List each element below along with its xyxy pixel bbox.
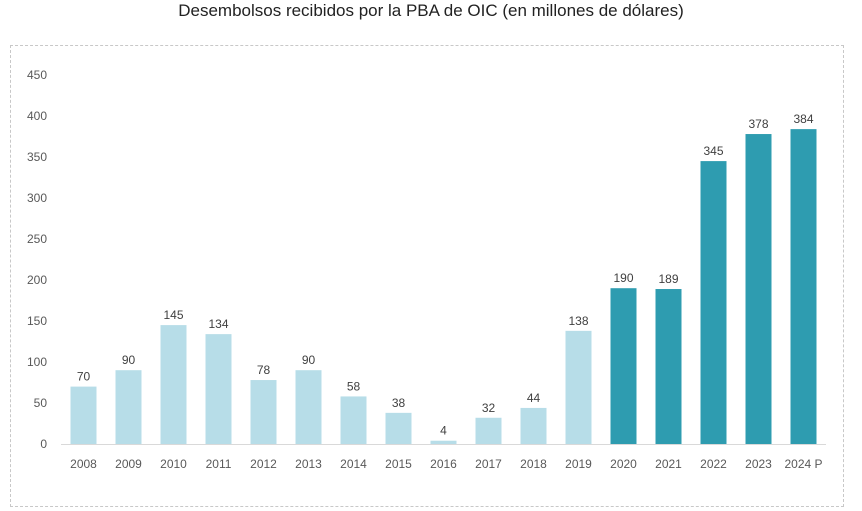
data-label: 78	[257, 363, 271, 377]
y-tick-label: 200	[27, 273, 47, 287]
bar-2020	[610, 288, 637, 444]
x-tick-label: 2013	[295, 457, 322, 471]
chart-frame	[10, 45, 844, 507]
data-label: 190	[613, 271, 633, 285]
bar-2018	[520, 407, 547, 444]
x-tick-label: 2019	[565, 457, 592, 471]
x-tick-label: 2020	[610, 457, 637, 471]
data-label: 145	[163, 308, 183, 322]
y-tick-label: 300	[27, 191, 47, 205]
data-label: 44	[527, 391, 541, 405]
x-tick-label: 2011	[206, 457, 232, 471]
data-label: 90	[302, 353, 316, 367]
x-tick-label: 2021	[655, 457, 682, 471]
data-label: 384	[793, 112, 813, 126]
bar-2014	[340, 396, 367, 444]
y-tick-label: 350	[27, 150, 47, 164]
bar-2008	[70, 386, 97, 444]
x-tick-label: 2009	[115, 457, 142, 471]
y-tick-label: 450	[27, 68, 47, 82]
x-tick-label: 2014	[340, 457, 367, 471]
x-axis: 2008 2009 2010 2011 2012 2013 2014 2015 2016 2017…	[61, 444, 826, 471]
data-label: 58	[347, 379, 361, 393]
x-tick-label: 2023	[745, 457, 772, 471]
x-tick-label: 2022	[700, 457, 727, 471]
x-tick-label: 2017	[475, 457, 502, 471]
data-label: 138	[568, 314, 588, 328]
bar-2021	[655, 289, 682, 444]
x-tick-label: 2012	[250, 457, 277, 471]
bar-2024-p	[790, 129, 817, 444]
bar-2023	[745, 134, 772, 445]
y-tick-label: 0	[40, 437, 47, 451]
data-label: 345	[703, 144, 723, 158]
bar-2019	[565, 330, 592, 444]
data-label: 134	[208, 317, 228, 331]
y-axis: 0 50 100 150 200 250 300 350 400 450	[27, 68, 47, 451]
data-label: 189	[658, 272, 678, 286]
bar-2009	[115, 370, 142, 444]
data-label: 70	[77, 370, 91, 384]
bar-2010	[160, 325, 187, 444]
x-tick-label: 2024 P	[784, 457, 822, 471]
data-label: 4	[440, 424, 447, 438]
bar-2011	[205, 334, 232, 444]
x-tick-label: 2008	[70, 457, 97, 471]
data-label: 90	[122, 353, 136, 367]
x-tick-label: 2010	[160, 457, 187, 471]
x-tick-label: 2015	[385, 457, 412, 471]
bar-2022	[700, 161, 727, 444]
bar-2015	[385, 412, 412, 444]
data-label: 378	[748, 117, 768, 131]
y-tick-label: 50	[34, 396, 48, 410]
data-label: 32	[482, 401, 496, 415]
bar-2012	[250, 380, 277, 444]
y-tick-label: 400	[27, 109, 47, 123]
y-tick-label: 100	[27, 355, 47, 369]
bar-2016	[430, 440, 457, 444]
y-tick-label: 150	[27, 314, 47, 328]
bar-2013	[295, 370, 322, 444]
y-tick-label: 250	[27, 232, 47, 246]
bar-2017	[475, 417, 502, 444]
chart-title: Desembolsos recibidos por la PBA de OIC …	[178, 1, 684, 20]
data-label: 38	[392, 396, 406, 410]
x-tick-label: 2016	[430, 457, 457, 471]
x-tick-label: 2018	[520, 457, 547, 471]
